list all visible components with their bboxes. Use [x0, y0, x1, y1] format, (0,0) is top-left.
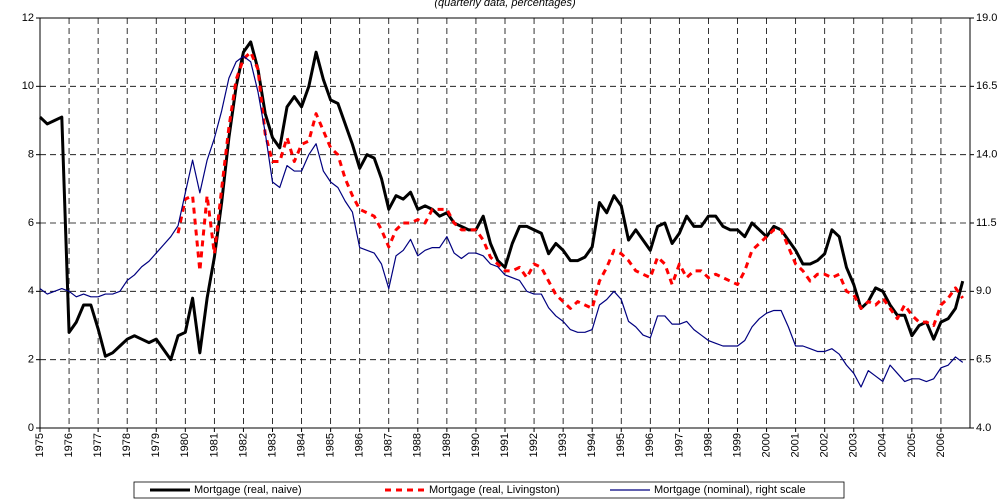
x-tick-label: 1976 — [63, 433, 75, 457]
x-tick-label: 1981 — [208, 433, 220, 457]
x-tick-label: 1975 — [34, 433, 46, 457]
y2-tick-label: 4.0 — [976, 422, 991, 434]
x-tick-label: 1982 — [237, 433, 249, 457]
x-tick-label: 1983 — [266, 433, 278, 457]
x-tick-label: 2006 — [935, 433, 947, 457]
y2-tick-label: 6.5 — [976, 354, 991, 366]
y-tick-label: 12 — [22, 12, 34, 24]
x-tick-label: 1986 — [354, 433, 366, 457]
x-tick-label: 1990 — [470, 433, 482, 457]
legend-label: Mortgage (nominal), right scale — [654, 484, 806, 496]
x-tick-label: 1987 — [383, 433, 395, 457]
legend-label: Mortgage (real, Livingston) — [429, 484, 560, 496]
x-tick-label: 1992 — [528, 433, 540, 457]
x-tick-label: 2001 — [790, 433, 802, 457]
x-tick-label: 1989 — [441, 433, 453, 457]
series-line — [176, 50, 964, 327]
legend-box — [133, 481, 845, 499]
y-tick-label: 4 — [28, 285, 34, 297]
x-tick-label: 2004 — [877, 433, 889, 457]
x-tick-label: 2002 — [819, 433, 831, 457]
chart-subtitle: (quarterly data, percentages) — [434, 0, 576, 9]
y-tick-label: 10 — [22, 80, 34, 92]
x-tick-label: 1991 — [499, 433, 511, 457]
x-tick-label: 2005 — [906, 433, 918, 457]
y2-tick-label: 16.5 — [976, 80, 997, 92]
x-tick-label: 1980 — [179, 433, 191, 457]
x-tick-label: 1979 — [150, 433, 162, 457]
x-tick-label: 1999 — [731, 433, 743, 457]
x-tick-label: 1978 — [121, 433, 133, 457]
y-tick-label: 0 — [28, 422, 34, 434]
y-tick-label: 2 — [28, 354, 34, 366]
x-tick-label: 1998 — [702, 433, 714, 457]
x-tick-label: 1988 — [412, 433, 424, 457]
x-tick-label: 1985 — [325, 433, 337, 457]
y2-tick-label: 9.0 — [976, 285, 991, 297]
x-tick-label: 1994 — [586, 433, 598, 457]
series-line — [39, 55, 964, 388]
x-tick-label: 1996 — [644, 433, 656, 457]
y2-tick-label: 14.0 — [976, 149, 997, 161]
y-tick-label: 8 — [28, 149, 34, 161]
legend-label: Mortgage (real, naive) — [194, 484, 302, 496]
x-tick-label: 1984 — [295, 433, 307, 457]
x-tick-label: 1995 — [615, 433, 627, 457]
y-tick-label: 6 — [28, 217, 34, 229]
x-tick-label: 1997 — [673, 433, 685, 457]
x-tick-label: 2003 — [848, 433, 860, 457]
x-tick-label: 1993 — [557, 433, 569, 457]
x-tick-label: 2000 — [760, 433, 772, 457]
y2-tick-label: 19.0 — [976, 12, 997, 24]
x-tick-label: 1977 — [92, 433, 104, 457]
series-line — [38, 40, 965, 362]
y2-tick-label: 11.5 — [976, 217, 997, 229]
